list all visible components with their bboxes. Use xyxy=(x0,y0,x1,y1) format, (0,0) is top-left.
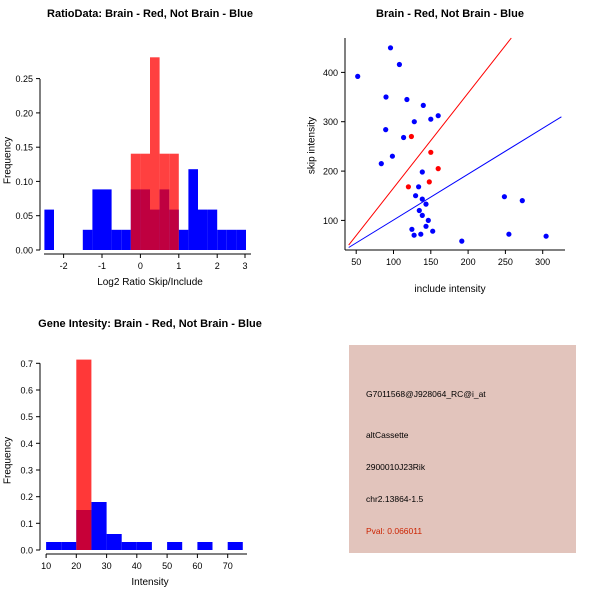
svg-text:-2: -2 xyxy=(60,261,68,271)
svg-text:0.0: 0.0 xyxy=(20,546,33,556)
scatter-points-red xyxy=(405,133,441,190)
svg-text:0.3: 0.3 xyxy=(20,466,33,476)
scatter-points-blue xyxy=(355,45,549,244)
svg-text:0.20: 0.20 xyxy=(15,108,33,118)
svg-text:400: 400 xyxy=(323,68,338,78)
svg-text:200: 200 xyxy=(461,257,476,267)
svg-text:50: 50 xyxy=(162,561,172,571)
hist-ratio-title: RatioData: Brain - Red, Not Brain - Blue xyxy=(47,8,253,20)
svg-text:40: 40 xyxy=(132,561,142,571)
svg-text:300: 300 xyxy=(535,257,550,267)
svg-text:30: 30 xyxy=(102,561,112,571)
svg-text:300: 300 xyxy=(323,117,338,127)
hist-ratio-xlabel: Log2 Ratio Skip/Include xyxy=(97,277,203,288)
scatter-title: Brain - Red, Not Brain - Blue xyxy=(376,8,524,20)
svg-text:3: 3 xyxy=(242,261,247,271)
info-probe: G7011568@J928064_RC@i_at xyxy=(366,389,486,399)
hist-ratio-svg: 0.00 0.05 0.10 0.15 0.20 0.25 -2 -1 0 1 … xyxy=(15,57,251,271)
svg-text:200: 200 xyxy=(323,167,338,177)
svg-text:100: 100 xyxy=(386,257,401,267)
svg-text:2: 2 xyxy=(215,261,220,271)
hist-gene-title: Gene Intesity: Brain - Red, Not Brain - … xyxy=(38,318,262,330)
svg-text:0.5: 0.5 xyxy=(20,412,33,422)
scatter-xlabel: include intensity xyxy=(414,284,486,295)
hist-gene-ylabel: Frequency xyxy=(2,436,14,485)
hist-ratio-axes xyxy=(36,78,251,258)
svg-text:50: 50 xyxy=(351,257,361,267)
svg-text:0.25: 0.25 xyxy=(15,74,33,84)
panel-hist-gene: Gene Intesity: Brain - Red, Not Brain - … xyxy=(0,300,300,600)
scatter-trend-lines xyxy=(348,37,562,248)
svg-text:250: 250 xyxy=(498,257,513,267)
hist-ratio-bars-red xyxy=(130,57,179,250)
svg-text:0.4: 0.4 xyxy=(20,439,33,449)
panel-scatter: Brain - Red, Not Brain - Blue xyxy=(300,0,600,300)
info-event: altCassette xyxy=(366,430,409,440)
svg-text:-1: -1 xyxy=(98,261,106,271)
scatter-axes xyxy=(341,38,565,254)
hist-ratio-ylabel: Frequency xyxy=(2,136,14,185)
svg-text:0: 0 xyxy=(138,261,143,271)
svg-text:150: 150 xyxy=(423,257,438,267)
svg-text:60: 60 xyxy=(192,561,202,571)
hist-gene-bars-red xyxy=(76,359,92,550)
svg-text:0.7: 0.7 xyxy=(20,359,33,369)
hist-gene-bars-blue xyxy=(46,502,243,550)
info-pval: Pval: 0.066011 xyxy=(366,526,423,536)
scatter-svg: 100 200 300 400 50 100 150 200 250 300 xyxy=(323,37,565,267)
svg-text:0.15: 0.15 xyxy=(15,143,33,153)
svg-text:0.10: 0.10 xyxy=(15,177,33,187)
svg-text:0.05: 0.05 xyxy=(15,211,33,221)
svg-text:0.1: 0.1 xyxy=(20,519,33,529)
svg-text:100: 100 xyxy=(323,216,338,226)
hist-gene-svg: 0.0 0.1 0.2 0.3 0.4 0.5 0.6 0.7 10 20 30… xyxy=(20,359,247,571)
hist-gene-axes xyxy=(36,362,247,558)
info-gene: 2900010J23Rik xyxy=(366,462,426,472)
scatter-ylabel: skip intensity xyxy=(306,116,318,175)
svg-text:1: 1 xyxy=(176,261,181,271)
svg-text:0.2: 0.2 xyxy=(20,492,33,502)
svg-text:10: 10 xyxy=(41,561,51,571)
svg-text:0.00: 0.00 xyxy=(15,246,33,256)
panel-info: G7011568@J928064_RC@i_at altCassette 290… xyxy=(349,345,576,553)
panel-hist-ratio: RatioData: Brain - Red, Not Brain - Blue xyxy=(0,0,300,300)
svg-text:0.6: 0.6 xyxy=(20,386,33,396)
svg-text:70: 70 xyxy=(223,561,233,571)
hist-gene-xlabel: Intensity xyxy=(131,577,169,588)
svg-text:20: 20 xyxy=(71,561,81,571)
info-locus: chr2.13864-1.5 xyxy=(366,494,424,504)
